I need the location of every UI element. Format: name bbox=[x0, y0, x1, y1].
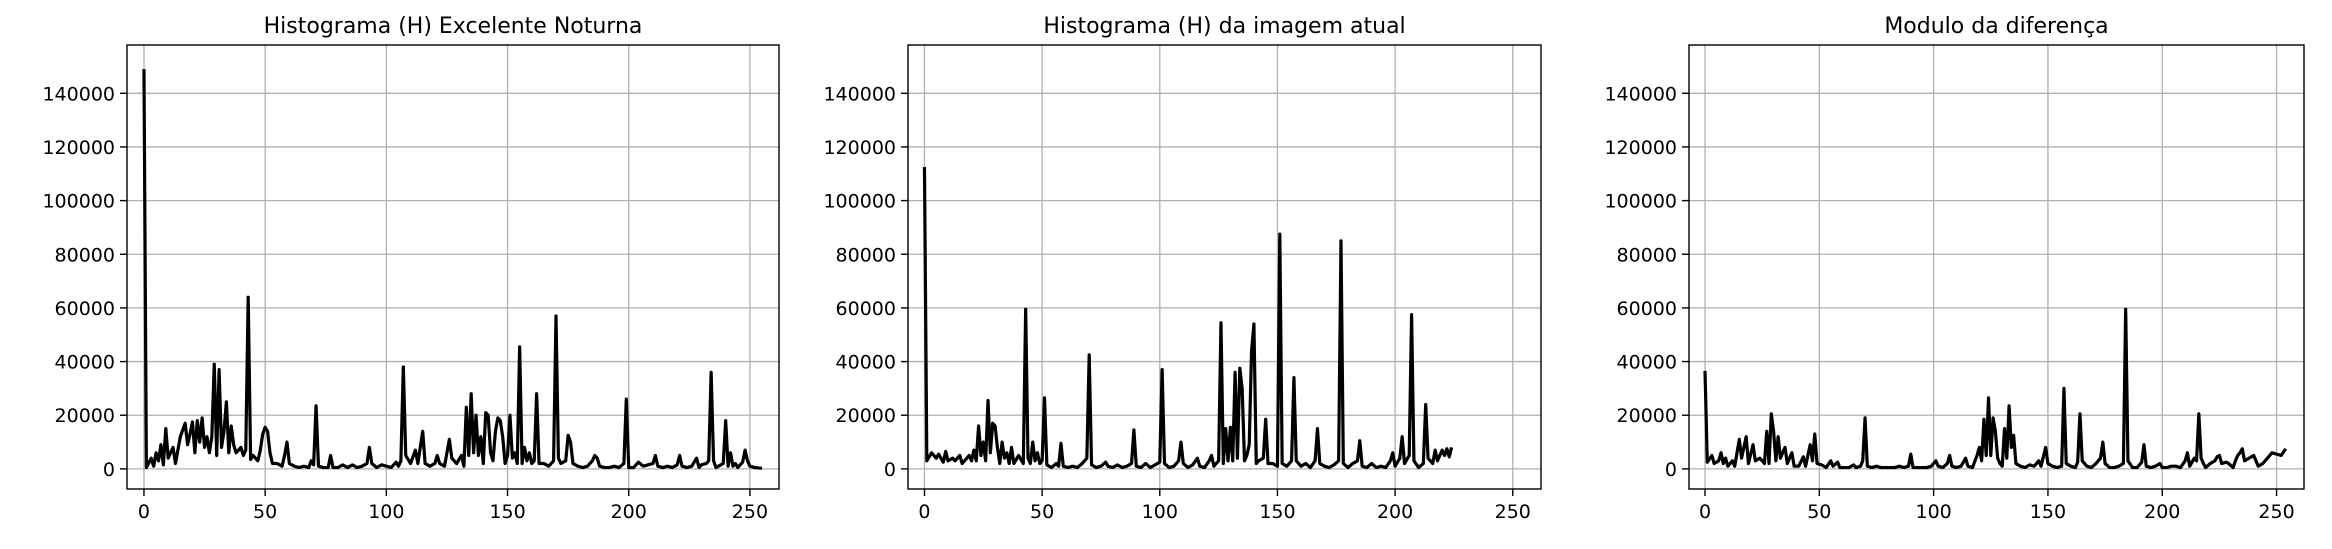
y-tick-label: 40000 bbox=[55, 352, 115, 374]
y-tick-label: 140000 bbox=[823, 83, 896, 105]
chart-title: Histograma (H) Excelente Noturna bbox=[264, 14, 643, 39]
x-tick-label: 200 bbox=[611, 501, 647, 523]
y-tick-label: 60000 bbox=[1617, 298, 1677, 320]
y-tick-label: 20000 bbox=[55, 405, 115, 427]
x-tick-label: 0 bbox=[1699, 501, 1711, 523]
y-tick-label: 80000 bbox=[836, 244, 896, 266]
x-tick-label: 250 bbox=[732, 501, 768, 523]
x-tick-label: 50 bbox=[1807, 501, 1831, 523]
y-tick-label: 40000 bbox=[1617, 352, 1677, 374]
grid bbox=[1689, 45, 2304, 489]
grid bbox=[127, 45, 779, 489]
plot-frame bbox=[907, 44, 1542, 490]
y-tick-label: 0 bbox=[103, 459, 115, 481]
chart-panel-modulo-diferenca: Modulo da diferença 0 50 100 150 200 250 0 2000… bbox=[1604, 14, 2305, 523]
y-tick-label: 140000 bbox=[42, 83, 115, 105]
x-tick-label: 50 bbox=[1030, 501, 1054, 523]
y-tick-label: 80000 bbox=[55, 244, 115, 266]
y-tick-label: 120000 bbox=[823, 137, 896, 159]
series-line bbox=[142, 69, 763, 470]
series-line bbox=[922, 167, 1454, 470]
x-tick-label: 0 bbox=[138, 501, 150, 523]
y-tick-label: 120000 bbox=[42, 137, 115, 159]
y-tick-label: 100000 bbox=[1604, 191, 1677, 213]
y-tick-label: 120000 bbox=[1604, 137, 1677, 159]
y-tick-label: 140000 bbox=[1604, 83, 1677, 105]
y-tick-label: 20000 bbox=[836, 405, 896, 427]
x-tick-label: 50 bbox=[253, 501, 277, 523]
grid bbox=[908, 45, 1541, 489]
x-tick-label: 100 bbox=[368, 501, 404, 523]
y-tick-label: 20000 bbox=[1617, 405, 1677, 427]
series-line bbox=[1703, 307, 2288, 470]
chart-panel-excelente-noturna: Histograma (H) Excelente Noturna 0 50 100 1… bbox=[42, 14, 780, 523]
y-tick-label: 100000 bbox=[823, 191, 896, 213]
chart-title: Histograma (H) da imagem atual bbox=[1043, 14, 1405, 39]
y-tick-label: 0 bbox=[884, 459, 896, 481]
x-tick-label: 200 bbox=[2144, 501, 2180, 523]
y-tick-label: 60000 bbox=[55, 298, 115, 320]
y-tick-label: 100000 bbox=[42, 191, 115, 213]
chart-title: Modulo da diferença bbox=[1884, 14, 2108, 39]
x-tick-label: 100 bbox=[1142, 501, 1178, 523]
y-tick-label: 80000 bbox=[1617, 244, 1677, 266]
y-tick-label: 0 bbox=[1665, 459, 1677, 481]
y-tick-label: 40000 bbox=[836, 352, 896, 374]
plot-frame bbox=[1688, 44, 2305, 490]
x-tick-label: 100 bbox=[1915, 501, 1951, 523]
x-tick-label: 250 bbox=[1495, 501, 1531, 523]
y-tick-label: 60000 bbox=[836, 298, 896, 320]
x-tick-label: 200 bbox=[1377, 501, 1413, 523]
x-tick-label: 250 bbox=[2258, 501, 2294, 523]
x-tick-label: 150 bbox=[489, 501, 525, 523]
plot-frame bbox=[126, 44, 780, 490]
x-tick-label: 0 bbox=[918, 501, 930, 523]
x-tick-label: 150 bbox=[2030, 501, 2066, 523]
chart-panel-imagem-atual: Histograma (H) da imagem atual 0 50 100 150… bbox=[823, 14, 1542, 523]
x-tick-label: 150 bbox=[1259, 501, 1295, 523]
